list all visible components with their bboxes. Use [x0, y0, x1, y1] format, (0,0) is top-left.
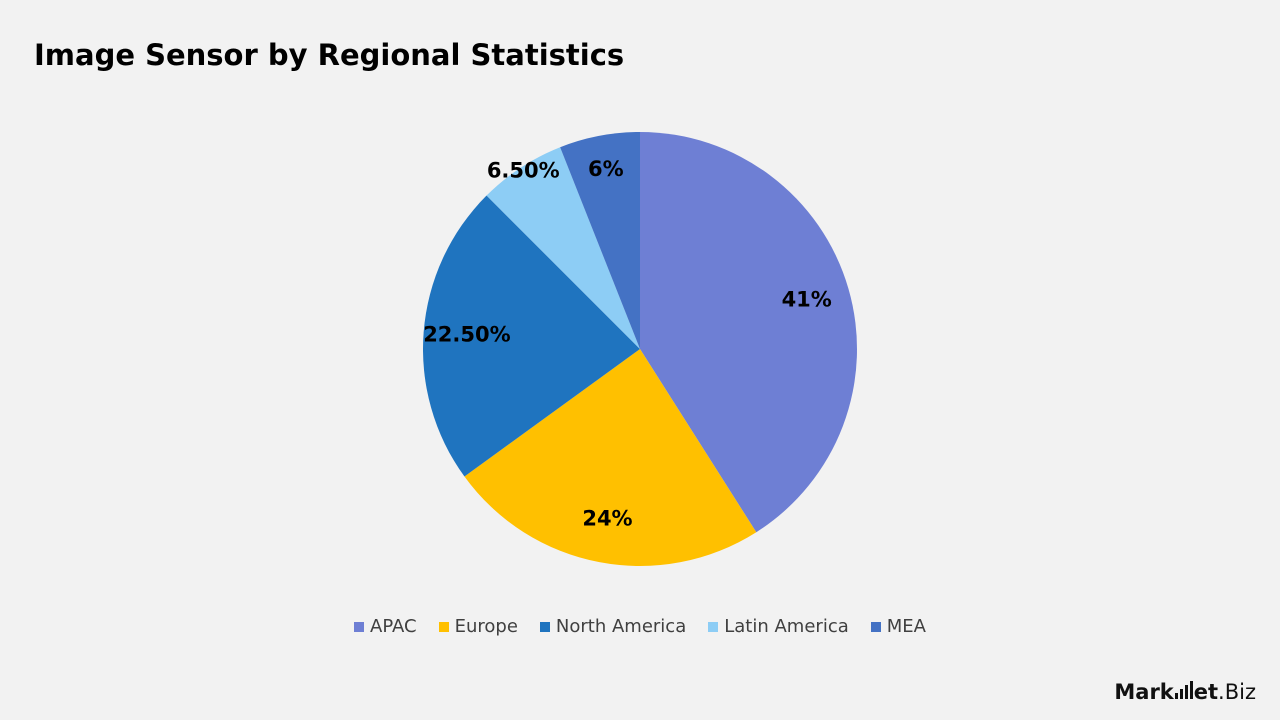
legend-item-north-america: North America: [539, 616, 687, 637]
pie-label-north-america: 22.50%: [423, 322, 510, 346]
legend-label: Latin America: [724, 616, 849, 637]
pie-label-latin-america: 6.50%: [487, 158, 560, 182]
legend-item-apac: APAC: [354, 616, 417, 637]
pie-label-europe: 24%: [582, 507, 632, 531]
pie-slice-latin-america: [486, 147, 640, 349]
legend-label: North America: [555, 616, 687, 637]
logo-bars-icon: [1174, 681, 1193, 699]
legend-label: MEA: [886, 616, 926, 637]
legend-swatch: [870, 621, 881, 632]
pie-slice-apac: [640, 132, 857, 533]
logo-text-et: et: [1193, 680, 1219, 704]
chart-legend: APAC Europe North America Latin America MEA: [0, 616, 1280, 637]
legend-swatch: [438, 621, 449, 632]
pie-slice-mea: [560, 132, 640, 349]
legend-label: Europe: [454, 616, 518, 637]
legend-swatch: [708, 621, 719, 632]
pie-label-apac: 41%: [782, 288, 832, 312]
legend-label: APAC: [370, 616, 417, 637]
legend-swatch: [354, 621, 365, 632]
legend-item-latin-america: Latin America: [708, 616, 849, 637]
legend-item-mea: MEA: [870, 616, 926, 637]
chart-title: Image Sensor by Regional Statistics: [34, 38, 625, 72]
marketbiz-logo: Mark et .Biz: [1114, 680, 1256, 704]
logo-text-biz: .Biz: [1218, 680, 1256, 704]
legend-swatch: [539, 621, 550, 632]
pie-label-mea: 6%: [588, 157, 624, 181]
legend-item-europe: Europe: [438, 616, 518, 637]
pie-slice-europe: [464, 349, 757, 566]
pie-slice-north-america: [423, 195, 640, 477]
pie-labels: 41% 24% 22.50% 6.50% 6%: [423, 157, 832, 531]
logo-text-mark: Mark: [1114, 680, 1174, 704]
pie-slices: [423, 132, 857, 566]
